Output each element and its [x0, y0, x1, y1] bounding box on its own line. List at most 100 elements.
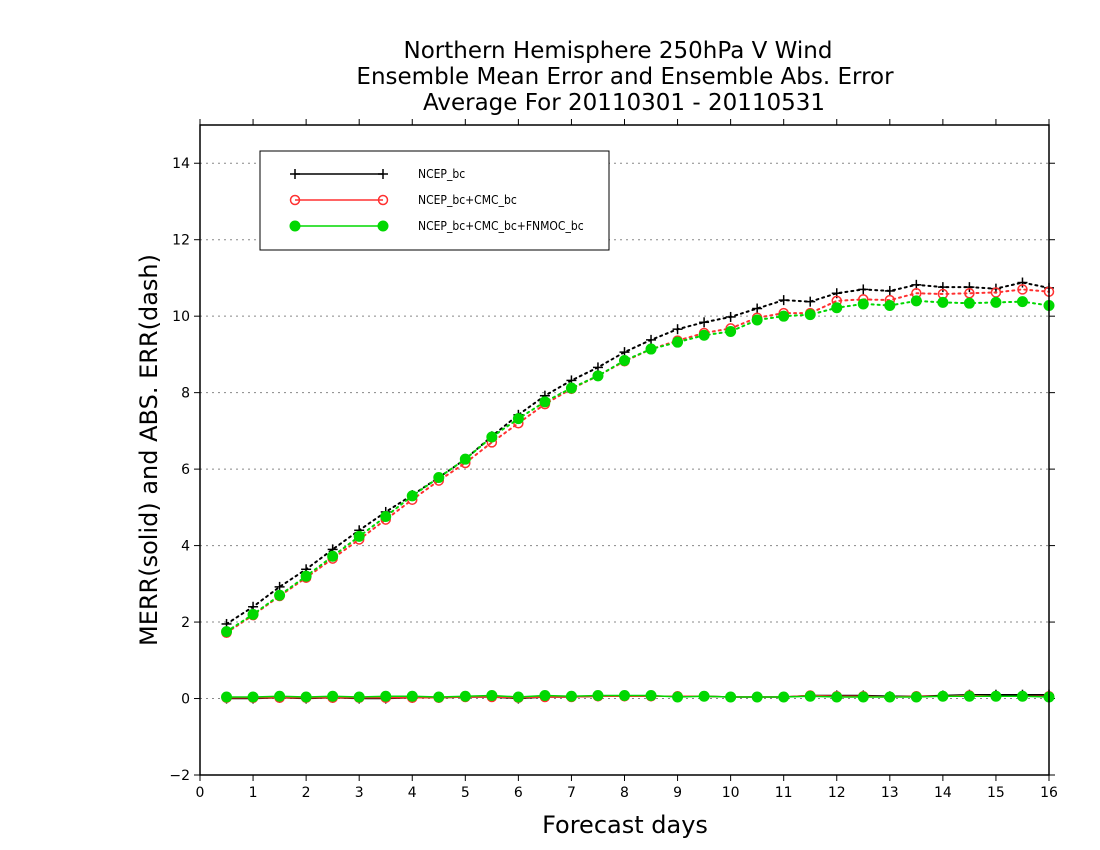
- abs-error-point: [1016, 296, 1028, 308]
- mean-error-point: [406, 690, 418, 702]
- abs-error-point: [778, 295, 789, 306]
- abs-error-point: [646, 334, 657, 345]
- abs-error-point: [221, 626, 233, 638]
- legend-label: NCEP_bc+CMC_bc: [418, 193, 517, 207]
- abs-error-point: [406, 490, 418, 502]
- abs-error-point: [565, 382, 577, 394]
- title-line-3: Average For 20110301 - 20110531: [423, 90, 825, 116]
- mean-error-point: [300, 691, 312, 703]
- abs-error-point: [353, 530, 365, 542]
- plot-frame: [199, 124, 1050, 776]
- abs-error-point: [433, 472, 445, 484]
- mean-error-point: [539, 689, 551, 701]
- mean-error-point: [963, 690, 975, 702]
- series-NCEP_bc+CMC_bc+FNMOC_bc: [221, 295, 1055, 703]
- abs-error-point: [858, 284, 869, 295]
- x-tick-label: 6: [514, 785, 523, 801]
- abs-error-point: [937, 296, 949, 308]
- x-tick-label: 16: [1040, 785, 1058, 801]
- title-line-2: Ensemble Mean Error and Ensemble Abs. Er…: [356, 64, 894, 90]
- abs-error-line: [225, 281, 1050, 625]
- legend-label: NCEP_bc: [418, 167, 465, 181]
- x-tick-label: 13: [881, 785, 899, 801]
- y-tick-label: 8: [181, 386, 190, 402]
- mean-error-point: [353, 691, 365, 703]
- legend-item: NCEP_bc+CMC_bc: [289, 193, 517, 207]
- legend-marker: [377, 194, 389, 206]
- x-tick-label: 10: [722, 785, 740, 801]
- x-tick-label: 2: [302, 785, 311, 801]
- abs-error-point: [778, 310, 790, 322]
- abs-error-point: [752, 303, 763, 314]
- abs-error-point: [486, 431, 498, 443]
- mean-error-point: [512, 691, 524, 703]
- mean-error-point: [592, 689, 604, 701]
- abs-error-point: [831, 302, 843, 314]
- mean-error-point: [725, 691, 737, 703]
- legend-marker: [290, 169, 300, 179]
- abs-error-point: [910, 295, 922, 307]
- y-tick-label: 14: [172, 156, 190, 172]
- mean-error-point: [804, 690, 816, 702]
- abs-error-point: [459, 453, 471, 465]
- abs-error-point: [672, 324, 683, 335]
- y-tick-label: 10: [172, 309, 190, 325]
- mean-error-point: [698, 690, 710, 702]
- legend-label: NCEP_bc+CMC_bc+FNMOC_bc: [418, 219, 584, 233]
- y-axis-label: MERR(solid) and ABS. ERR(dash): [135, 254, 163, 646]
- x-tick-label: 7: [567, 785, 576, 801]
- abs-error-point: [247, 608, 259, 620]
- x-tick-label: 15: [987, 785, 1005, 801]
- x-tick-label: 5: [461, 785, 470, 801]
- mean-error-point: [645, 689, 657, 701]
- mean-error-point: [857, 691, 869, 703]
- title-line-1: Northern Hemisphere 250hPa V Wind: [404, 38, 833, 64]
- x-tick-label: 1: [249, 785, 258, 801]
- mean-error-point: [221, 691, 233, 703]
- abs-error-point: [300, 570, 312, 582]
- legend-marker: [378, 169, 388, 179]
- abs-error-point: [937, 282, 948, 293]
- x-tick-label: 12: [828, 785, 846, 801]
- series-NCEP_bc+CMC_bc: [221, 284, 1055, 704]
- mean-error-point: [247, 691, 259, 703]
- series-NCEP_bc: [221, 277, 1054, 704]
- abs-error-point: [1017, 284, 1028, 295]
- mean-error-point: [565, 690, 577, 702]
- abs-error-point: [804, 309, 816, 321]
- abs-error-point: [512, 413, 524, 425]
- legend-item: NCEP_bc+CMC_bc+FNMOC_bc: [289, 219, 584, 233]
- x-tick-label: 8: [620, 785, 629, 801]
- abs-error-line: [225, 299, 1050, 633]
- abs-error-point: [327, 550, 339, 562]
- legend-item: NCEP_bc: [290, 167, 465, 181]
- abs-error-line: [225, 288, 1050, 634]
- abs-error-point: [857, 298, 869, 310]
- mean-error-point: [274, 690, 286, 702]
- abs-error-point: [725, 311, 736, 322]
- mean-error-point: [990, 690, 1002, 702]
- abs-error-point: [619, 355, 630, 367]
- legend-marker: [289, 194, 301, 206]
- mean-error-point: [433, 691, 445, 703]
- abs-error-point: [805, 296, 816, 307]
- mean-error-point: [778, 691, 790, 703]
- mean-error-point: [619, 689, 630, 701]
- x-tick-label: 9: [673, 785, 682, 801]
- abs-error-point: [1017, 277, 1028, 288]
- abs-error-point: [990, 296, 1002, 308]
- y-tick-label: 6: [181, 462, 190, 478]
- abs-error-point: [963, 297, 975, 309]
- x-tick-label: 14: [934, 785, 952, 801]
- mean-error-point: [751, 691, 763, 703]
- y-tick-label: −2: [169, 768, 190, 784]
- abs-error-point: [645, 343, 657, 355]
- legend-marker: [289, 220, 301, 232]
- y-tick-label: 2: [181, 615, 190, 631]
- abs-error-point: [964, 282, 975, 293]
- y-tick-label: 12: [172, 233, 190, 249]
- abs-error-point: [274, 589, 286, 601]
- abs-error-point: [539, 396, 551, 408]
- mean-error-point: [459, 690, 471, 702]
